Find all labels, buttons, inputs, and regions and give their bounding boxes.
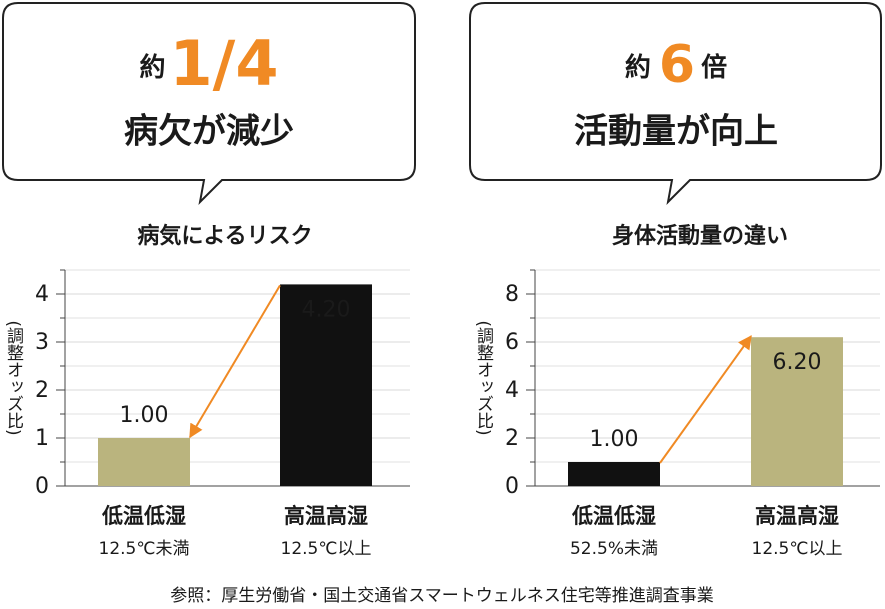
bar	[568, 462, 660, 486]
arrow	[189, 284, 281, 439]
y-tick-label: 6	[505, 330, 519, 355]
y-axis-label: (調整オッズ比)	[473, 320, 494, 435]
y-tick-label: 1	[35, 426, 49, 451]
y-tick-label: 8	[505, 282, 519, 307]
x-tick-label: 高温高湿	[284, 504, 368, 528]
y-tick-label: 4	[35, 282, 49, 307]
callout-prefix: 約	[625, 52, 651, 83]
callout-emphasis: 6	[659, 35, 695, 95]
y-tick-label: 2	[35, 378, 49, 403]
category-note: 12.5℃以上	[281, 539, 372, 559]
arrow	[659, 335, 752, 464]
x-tick-label: 低温低湿	[101, 504, 186, 528]
callout-headline: 約1/4	[140, 27, 279, 100]
y-tick-label: 0	[505, 474, 519, 499]
source-note: 参照：厚生労働省・国土交通省スマートウェルネス住宅等推進調査事業	[170, 586, 714, 606]
value-label: 6.20	[773, 350, 822, 375]
callout-box	[469, 2, 882, 205]
value-label: 4.20	[302, 297, 351, 322]
bar	[280, 284, 372, 486]
callout-prefix: 約	[140, 52, 166, 83]
x-tick-label: 高温高湿	[755, 504, 839, 528]
category-note: 12.5℃以上	[752, 539, 843, 559]
callout-suffix: 倍	[701, 52, 727, 83]
y-tick-label: 0	[35, 474, 49, 499]
chart-title: 身体活動量の違い	[612, 223, 788, 249]
category-note: 12.5℃未満	[99, 539, 190, 559]
y-tick-label: 4	[505, 378, 519, 403]
category-note: 52.5%未満	[570, 539, 658, 559]
callout-text: 病欠が減少	[124, 112, 294, 152]
y-tick-label: 3	[35, 330, 49, 355]
y-tick-label: 2	[505, 426, 519, 451]
value-label: 1.00	[590, 427, 639, 452]
x-tick-label: 低温低湿	[571, 504, 656, 528]
chart-title: 病気によるリスク	[137, 223, 312, 249]
bar	[98, 438, 190, 486]
bar	[751, 337, 843, 486]
callout-box	[2, 2, 416, 205]
y-axis-label: (調整オッズ比)	[3, 320, 24, 435]
value-label: 1.00	[120, 403, 169, 428]
callout-text: 活動量が向上	[574, 112, 778, 152]
callout-emphasis: 1/4	[170, 27, 279, 100]
